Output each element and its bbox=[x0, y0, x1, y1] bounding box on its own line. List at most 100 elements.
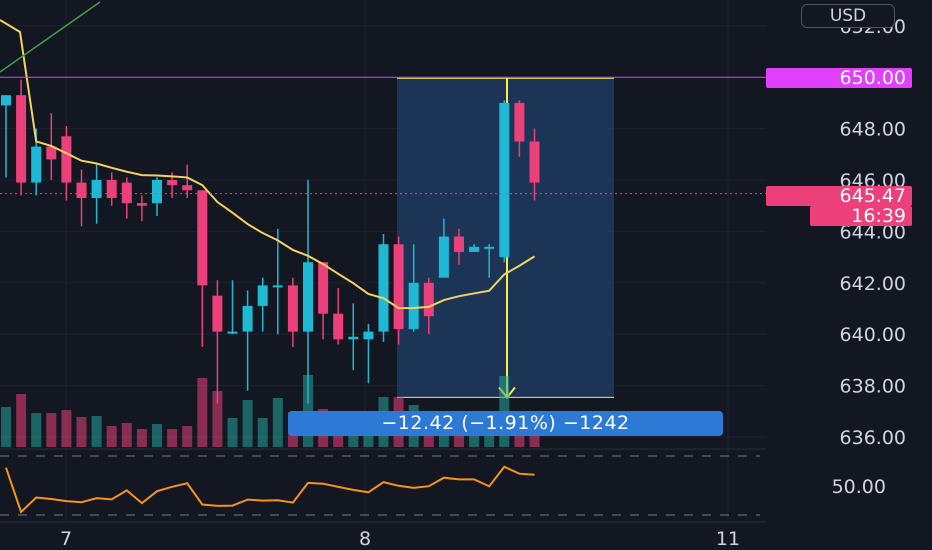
time-tick-label: 7 bbox=[60, 528, 72, 550]
candle bbox=[106, 172, 117, 206]
candle bbox=[484, 244, 495, 278]
candle-body bbox=[333, 313, 344, 340]
candle bbox=[242, 290, 253, 391]
indicator-tick-label: 50.00 bbox=[832, 476, 886, 498]
candle bbox=[469, 244, 480, 252]
candle-body bbox=[61, 136, 72, 183]
trend-line[interactable] bbox=[0, 1, 101, 73]
volume-bar bbox=[61, 410, 72, 447]
last-price-tag: 645.47 bbox=[766, 186, 912, 206]
candle bbox=[287, 277, 298, 348]
volume-bar bbox=[227, 418, 238, 447]
candle-body bbox=[348, 336, 359, 340]
candle-body bbox=[106, 180, 117, 198]
candle bbox=[438, 218, 449, 278]
candle-body bbox=[423, 282, 434, 317]
candle-body bbox=[287, 285, 298, 332]
candle-body bbox=[257, 285, 268, 306]
time-tick-label: 8 bbox=[359, 528, 371, 550]
candle-body bbox=[272, 285, 283, 288]
candle-body bbox=[1, 95, 11, 106]
candle bbox=[61, 126, 72, 201]
volume-bar bbox=[152, 424, 162, 447]
candle bbox=[378, 233, 389, 342]
volume-bar bbox=[136, 429, 147, 447]
candle-body bbox=[152, 180, 162, 204]
candle-body bbox=[378, 244, 389, 332]
candle bbox=[91, 164, 102, 224]
time-tick-label: 11 bbox=[716, 528, 740, 550]
candle bbox=[16, 79, 27, 196]
candle-body bbox=[514, 102, 525, 142]
price-tick-label: 636.00 bbox=[840, 427, 906, 449]
candle-body bbox=[363, 331, 374, 340]
candle-body bbox=[227, 331, 238, 334]
candle bbox=[197, 190, 208, 348]
volume-bar bbox=[106, 426, 117, 447]
candle bbox=[152, 177, 162, 216]
alert-price-tag[interactable]: 650.00 bbox=[766, 68, 912, 88]
volume-bar bbox=[76, 417, 87, 447]
candle-body bbox=[529, 141, 540, 183]
candle-body bbox=[393, 244, 404, 330]
volume-bar bbox=[469, 436, 480, 447]
candle-body bbox=[212, 295, 223, 332]
candle bbox=[76, 169, 87, 227]
candle bbox=[121, 177, 132, 219]
price-tick-label: 638.00 bbox=[840, 376, 906, 398]
volume-bar bbox=[31, 413, 42, 447]
candle bbox=[499, 100, 510, 263]
candle-body bbox=[76, 182, 87, 198]
volume-bar bbox=[257, 418, 268, 447]
candle-body bbox=[454, 236, 464, 252]
price-tick-label: 640.00 bbox=[840, 324, 906, 346]
candle-body bbox=[136, 203, 147, 206]
candle bbox=[333, 287, 344, 345]
currency-button[interactable]: USD bbox=[801, 4, 895, 28]
candle-body bbox=[438, 236, 449, 278]
volume-bar bbox=[212, 391, 223, 447]
candle bbox=[136, 195, 147, 222]
rsi-line bbox=[5, 465, 535, 514]
price-tick-label: 642.00 bbox=[840, 273, 906, 295]
candle-body bbox=[121, 182, 132, 204]
candle bbox=[318, 262, 329, 340]
measure-label: −12.42 (−1.91%) −1242 bbox=[288, 411, 723, 436]
candle bbox=[182, 164, 193, 198]
volume-bar bbox=[46, 413, 57, 447]
candle-body bbox=[167, 180, 178, 186]
candle bbox=[227, 280, 238, 335]
candle bbox=[348, 303, 359, 371]
rsi-indicator-pane bbox=[0, 455, 760, 516]
candle-body bbox=[408, 282, 419, 330]
candle-body bbox=[469, 246, 480, 252]
candle-body bbox=[46, 146, 57, 160]
volume-bar bbox=[484, 426, 495, 447]
volume-bar bbox=[197, 378, 208, 447]
moving-average-line bbox=[0, 19, 536, 310]
candle bbox=[393, 236, 404, 345]
candle-body bbox=[499, 102, 510, 258]
candle-body bbox=[318, 262, 329, 314]
candle-body bbox=[197, 190, 208, 286]
candle bbox=[408, 244, 419, 332]
volume-bar bbox=[454, 425, 464, 447]
candle bbox=[257, 277, 268, 332]
countdown-tag: 16:39 bbox=[810, 206, 912, 226]
volume-bar bbox=[91, 416, 102, 447]
volume-bar bbox=[182, 426, 193, 447]
price-tick-label: 648.00 bbox=[840, 119, 906, 141]
candle-body bbox=[242, 305, 253, 332]
candle bbox=[363, 323, 374, 384]
candle bbox=[514, 100, 525, 157]
candles bbox=[1, 79, 540, 404]
volume-bar bbox=[167, 429, 178, 447]
candle-body bbox=[182, 185, 193, 191]
candle bbox=[529, 128, 540, 201]
candle bbox=[272, 228, 283, 335]
candle bbox=[1, 95, 11, 178]
time-axis[interactable]: 7 8 11 bbox=[60, 528, 740, 550]
candle bbox=[303, 180, 313, 404]
candle-body bbox=[91, 180, 102, 198]
